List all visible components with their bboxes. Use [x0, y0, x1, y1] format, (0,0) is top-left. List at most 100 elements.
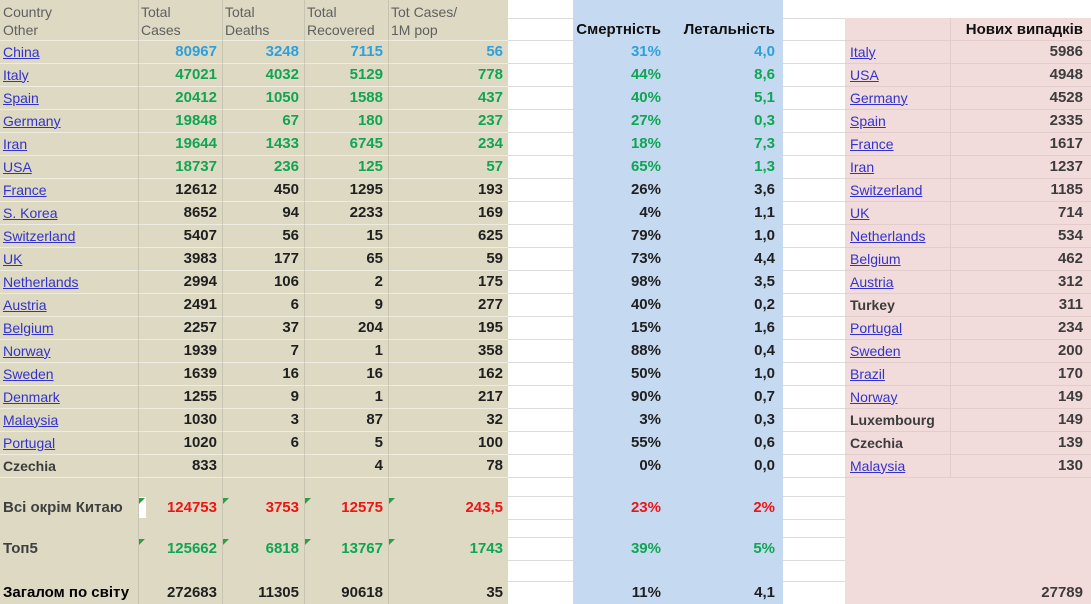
country-link[interactable]: UK [3, 250, 23, 267]
new-cases-total-cell: 27789 [1041, 584, 1083, 601]
gridline [783, 201, 845, 202]
totals-per1m-cell: 243,5 [465, 499, 503, 516]
error-flag-icon [305, 498, 311, 504]
totals-lethality-cell: 2% [753, 499, 775, 516]
country-link[interactable]: Brazil [850, 365, 886, 382]
cases-cell: 80967 [175, 43, 217, 60]
table-row-country-cell: Sweden [0, 362, 138, 385]
lethality-cell: 3,5 [754, 273, 775, 290]
new-cases-value-cell: 234 [1057, 319, 1083, 336]
country-link[interactable]: Iran [850, 158, 875, 175]
country-link[interactable]: Switzerland [3, 227, 76, 244]
new-cases-value-cell: 462 [1057, 250, 1083, 267]
per1m-cell: 169 [477, 204, 503, 221]
country-link[interactable]: France [850, 135, 894, 152]
country-link[interactable]: France [3, 181, 47, 198]
gridline [783, 362, 845, 363]
gridline [0, 132, 508, 133]
gridline [0, 63, 508, 64]
cases-cell: 19848 [175, 112, 217, 129]
gridline [845, 477, 1091, 478]
country-link[interactable]: Norway [3, 342, 51, 359]
country-link[interactable]: Germany [3, 112, 61, 129]
recovered-cell: 4 [374, 457, 383, 474]
error-flag-icon [139, 539, 145, 545]
country-link[interactable]: USA [3, 158, 32, 175]
country-link[interactable]: China [3, 43, 40, 60]
country-link[interactable]: Switzerland [850, 181, 923, 198]
lethality-cell: 0,3 [754, 411, 775, 428]
lethality-cell: 0,2 [754, 296, 775, 313]
deaths-cell: 6 [290, 296, 299, 313]
gridline [0, 86, 508, 87]
table-row-country-cell: Portugal [0, 431, 138, 454]
country-link[interactable]: Belgium [850, 250, 901, 267]
country-link[interactable]: Denmark [3, 388, 60, 405]
country-link[interactable]: Germany [850, 89, 908, 106]
cases-cell: 8652 [183, 204, 217, 221]
gridline [508, 270, 573, 271]
country-link[interactable]: Austria [850, 273, 894, 290]
country-link[interactable]: Italy [3, 66, 29, 83]
gridline [508, 63, 573, 64]
table-row-country-cell: Iran [0, 132, 138, 155]
gridline [508, 224, 573, 225]
new-cases-value-cell: 5986 [1049, 43, 1083, 60]
header-total-cases: Total Cases [141, 4, 181, 38]
table-row-country-cell: Spain [0, 86, 138, 109]
country-link[interactable]: UK [850, 204, 870, 221]
country-link[interactable]: USA [850, 66, 879, 83]
per1m-cell: 437 [477, 89, 503, 106]
table-row-country-cell: France [0, 178, 138, 201]
country-link[interactable]: Portugal [3, 434, 56, 451]
per1m-cell: 100 [477, 434, 503, 451]
new-cases-country-cell: USA [845, 63, 950, 86]
gridline [508, 537, 573, 538]
lethality-cell: 8,6 [754, 66, 775, 83]
table-row-country-cell: Germany [0, 109, 138, 132]
deaths-cell: 1433 [265, 135, 299, 152]
country-link[interactable]: Netherlands [850, 227, 926, 244]
country-link[interactable]: Malaysia [850, 457, 906, 474]
lethality-cell: 1,6 [754, 319, 775, 336]
recovered-cell: 204 [357, 319, 383, 336]
country-link[interactable]: S. Korea [3, 204, 58, 221]
per1m-cell: 234 [477, 135, 503, 152]
new-cases-country-cell: Luxembourg [845, 408, 950, 431]
country-link[interactable]: Malaysia [3, 411, 59, 428]
country-link[interactable]: Netherlands [3, 273, 79, 290]
totals-per1m-cell: 1743 [469, 540, 503, 557]
gridline [783, 132, 845, 133]
country-link[interactable]: Belgium [3, 319, 54, 336]
country-link[interactable]: Iran [3, 135, 28, 152]
country-link[interactable]: Sweden [850, 342, 901, 359]
mortality-cell: 73% [630, 250, 661, 267]
country-link[interactable]: Austria [3, 296, 47, 313]
country-link[interactable]: Spain [850, 112, 886, 129]
country-link[interactable]: Italy [850, 43, 876, 60]
country-link[interactable]: Spain [3, 89, 39, 106]
country-link[interactable]: Sweden [3, 365, 54, 382]
gridline [783, 454, 845, 455]
gridline [508, 385, 573, 386]
mortality-cell: 40% [630, 296, 661, 313]
deaths-cell: 37 [282, 319, 299, 336]
gridline [0, 477, 508, 478]
gridline [845, 224, 1091, 225]
gridline [845, 109, 1091, 110]
lethality-cell: 0,3 [754, 112, 775, 129]
gridline [508, 247, 573, 248]
country-link[interactable]: Norway [850, 388, 898, 405]
gridline [508, 339, 573, 340]
gridline [138, 0, 139, 604]
cases-cell: 1639 [183, 365, 217, 382]
totals-cases-cell: 124753 [166, 499, 217, 516]
gridline [508, 316, 573, 317]
per1m-cell: 78 [486, 457, 503, 474]
country-link[interactable]: Portugal [850, 319, 903, 336]
totals-deaths-cell: 3753 [265, 499, 299, 516]
per1m-cell: 625 [477, 227, 503, 244]
deaths-cell: 3 [290, 411, 299, 428]
new-cases-country-cell: Austria [845, 270, 950, 293]
gridline [508, 519, 573, 520]
